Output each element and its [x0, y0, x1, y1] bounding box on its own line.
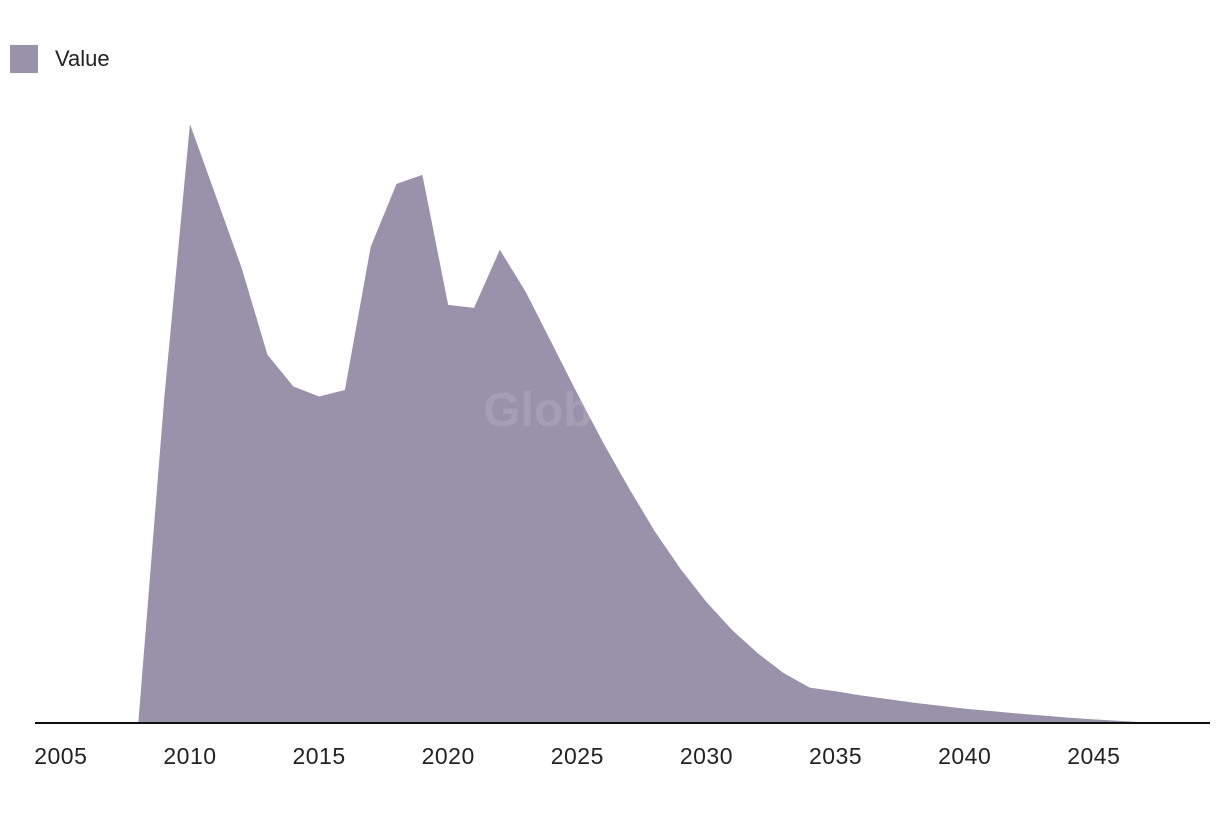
x-tick-label: 2030: [680, 743, 733, 769]
x-tick-label: 2040: [938, 743, 991, 769]
x-tick-label: 2045: [1067, 743, 1120, 769]
plot-area: [138, 124, 1172, 724]
legend-label: Value: [55, 46, 110, 71]
legend: Value: [10, 44, 110, 74]
x-axis-tick-labels: 2005 2010 2015 2020 2025 2030 2035 2040 2045: [34, 743, 1120, 769]
watermark: GlobalData: [483, 384, 737, 437]
area-series-0: [138, 124, 1172, 724]
x-tick-label: 2025: [551, 743, 604, 769]
x-tick-label: 2010: [163, 743, 216, 769]
x-tick-label: 2035: [809, 743, 862, 769]
x-tick-label: 2015: [292, 743, 345, 769]
legend-swatch: [10, 45, 38, 73]
x-tick-label: 2005: [34, 743, 87, 769]
x-tick-label: 2020: [422, 743, 475, 769]
